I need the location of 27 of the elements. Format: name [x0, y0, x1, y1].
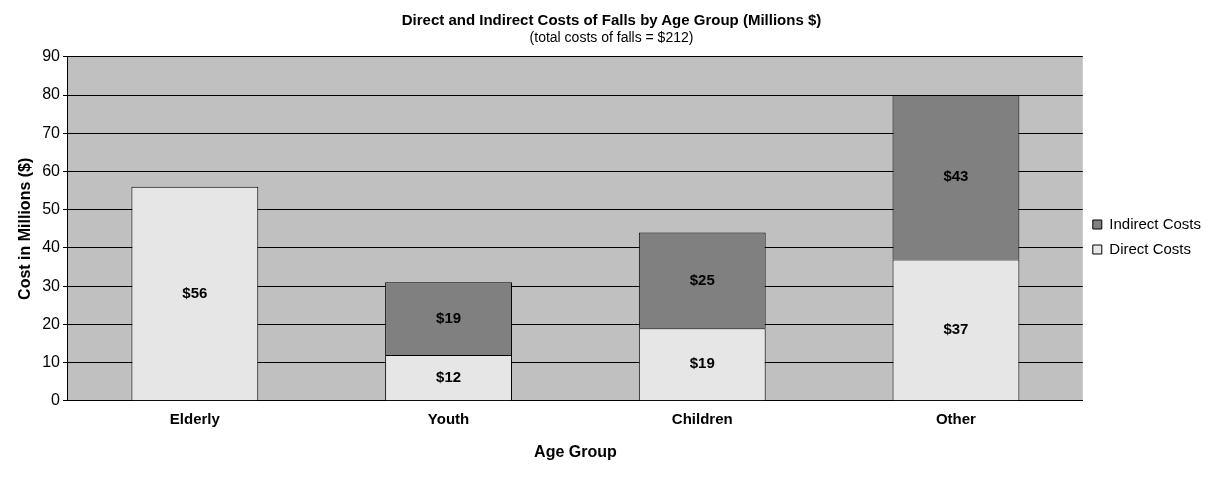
x-tick-label: Other — [935, 409, 977, 427]
data-label: $25 — [689, 270, 715, 288]
data-label: $19 — [436, 308, 462, 326]
y-tick-label: 40 — [42, 238, 61, 256]
x-tick-label: Children — [671, 409, 733, 427]
data-label: $19 — [689, 354, 715, 372]
y-tick-label: 10 — [42, 352, 61, 370]
y-tick-label: 20 — [42, 314, 61, 332]
legend-label: Indirect Costs — [1109, 214, 1201, 232]
y-tick-label: 0 — [51, 391, 61, 409]
data-label: $37 — [943, 319, 969, 337]
y-tick-label: 70 — [42, 123, 61, 141]
data-label: $56 — [182, 283, 208, 301]
x-tick-label: Youth — [427, 409, 470, 427]
chart-title: Direct and Indirect Costs of Falls by Age Group (Millions $) — [401, 11, 822, 29]
y-tick-label: 80 — [42, 85, 61, 103]
legend-label: Direct Costs — [1109, 239, 1191, 257]
x-tick-label: Elderly — [169, 409, 221, 427]
data-label: $12 — [436, 367, 462, 385]
y-tick-label: 30 — [42, 276, 61, 294]
y-tick-label: 50 — [42, 200, 61, 218]
x-axis-title: Age Group — [534, 442, 617, 460]
data-label: $43 — [943, 167, 969, 185]
chart-subtitle: (total costs of falls = $212) — [529, 29, 694, 46]
y-tick-label: 60 — [42, 161, 61, 179]
y-tick-label: 90 — [42, 47, 61, 65]
y-axis-title: Cost in Millions ($) — [16, 157, 34, 300]
